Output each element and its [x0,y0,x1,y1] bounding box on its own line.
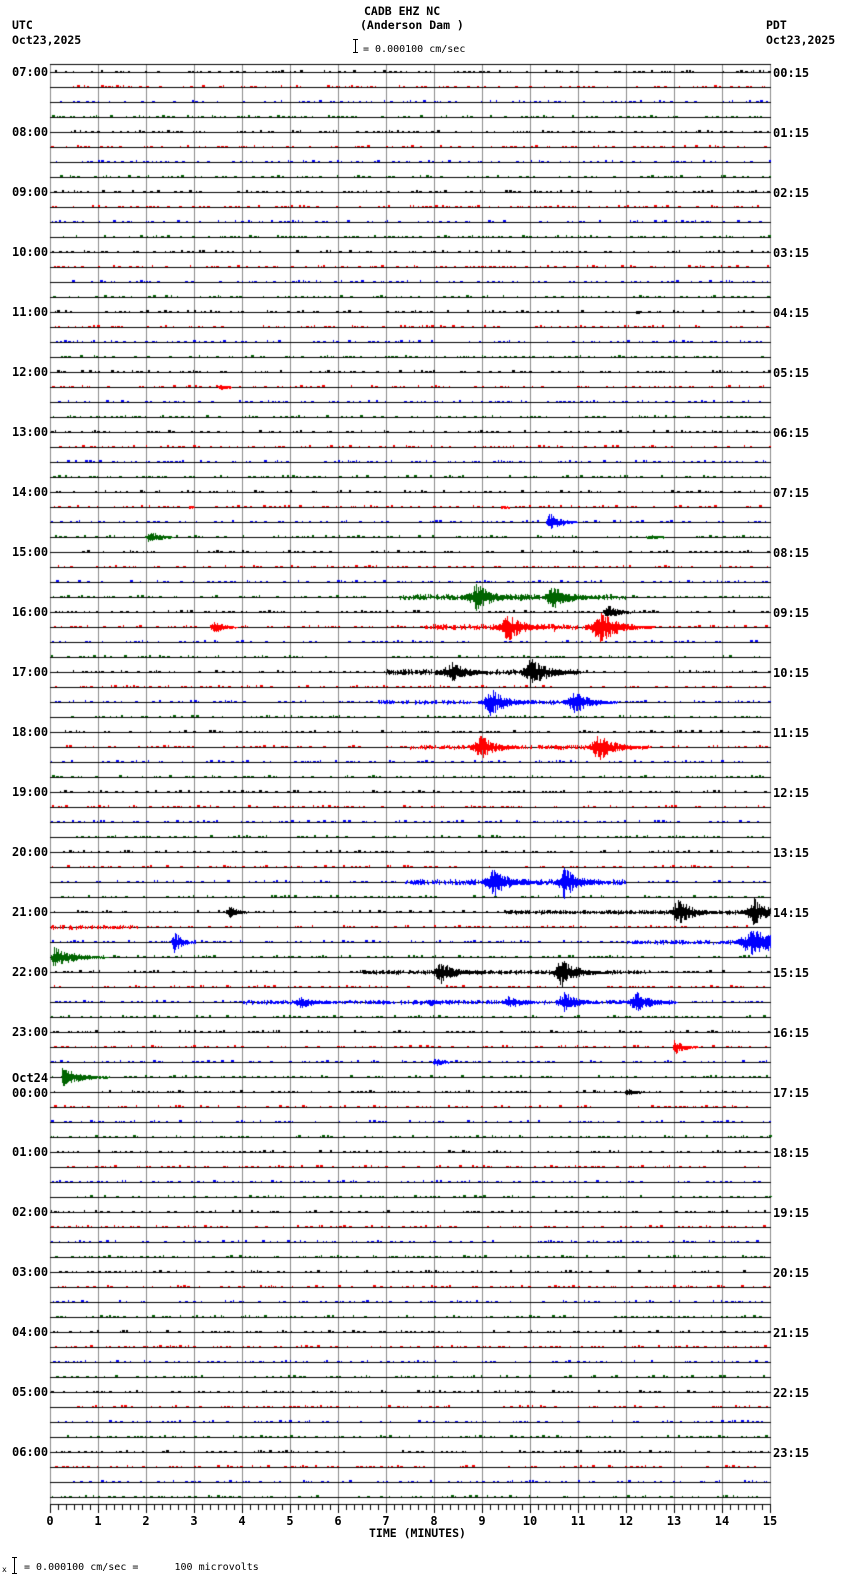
utc-hour-label: 07:00 [12,65,49,79]
pdt-hour-label: 20:15 [773,1266,810,1280]
pdt-hour-label: 06:15 [773,426,810,440]
scale-bar-icon [352,39,359,53]
x-axis-tick-label: 2 [142,1514,150,1528]
pdt-hour-label: 14:15 [773,906,810,920]
utc-hour-label: 19:00 [12,785,49,799]
x-axis-tick-label: 10 [522,1514,538,1528]
utc-hour-label: 21:00 [12,905,49,919]
pdt-hour-label: 01:15 [773,126,810,140]
x-axis-tick-label: 13 [666,1514,682,1528]
utc-hour-label: 14:00 [12,485,49,499]
utc-hour-label: 16:00 [12,605,49,619]
pdt-hour-label: 18:15 [773,1146,810,1160]
utc-hour-label: 11:00 [12,305,49,319]
x-axis-tick-label: 6 [334,1514,342,1528]
right-date: Oct23,2025 [766,33,836,47]
x-axis-tick-label: 5 [286,1514,294,1528]
utc-hour-label: 18:00 [12,725,49,739]
pdt-hour-label: 15:15 [773,966,810,980]
pdt-hour-label: 00:15 [773,66,810,80]
pdt-hour-label: 16:15 [773,1026,810,1040]
scale-text: = 0.000100 cm/sec [363,44,466,55]
utc-hour-label: 20:00 [12,845,49,859]
pdt-hour-label: 03:15 [773,246,810,260]
station-title: CADB EHZ NC [364,4,441,18]
pdt-hour-label: 19:15 [773,1206,810,1220]
pdt-hour-label: 12:15 [773,786,810,800]
footer-scale-bar-icon [11,1557,18,1574]
x-axis-tick-label: 9 [478,1514,486,1528]
pdt-hour-label: 21:15 [773,1326,810,1340]
utc-hour-label: 13:00 [12,425,49,439]
pdt-hour-label: 04:15 [773,306,810,320]
x-axis-tick-label: 1 [94,1514,102,1528]
x-axis-tick-label: 11 [570,1514,586,1528]
utc-hour-label: 23:00 [12,1025,49,1039]
utc-hour-label: 06:00 [12,1445,49,1459]
pdt-hour-label: 05:15 [773,366,810,380]
x-axis-tick-label: 0 [46,1514,54,1528]
pdt-hour-label: 09:15 [773,606,810,620]
pdt-hour-label: 10:15 [773,666,810,680]
utc-hour-label: 10:00 [12,245,49,259]
pdt-hour-label: 11:15 [773,726,810,740]
right-timezone: PDT [766,18,787,32]
utc-hour-label: 22:00 [12,965,49,979]
utc-hour-label: 09:00 [12,185,49,199]
utc-hour-label: 17:00 [12,665,49,679]
x-axis-tick-label: 14 [714,1514,730,1528]
pdt-hour-label: 23:15 [773,1446,810,1460]
x-axis-tick-label: 7 [382,1514,390,1528]
left-date: Oct23,2025 [12,33,82,47]
utc-hour-label: 01:00 [12,1145,49,1159]
utc-hour-label: 08:00 [12,125,49,139]
x-axis-title: TIME (MINUTES) [369,1526,466,1540]
utc-hour-label: 03:00 [12,1265,49,1279]
footer-prefix: x [2,1565,7,1574]
pdt-hour-label: 02:15 [773,186,810,200]
pdt-hour-label: 08:15 [773,546,810,560]
utc-hour-label: 04:00 [12,1325,49,1339]
utc-hour-label: 00:00 [12,1086,49,1100]
utc-hour-label: 12:00 [12,365,49,379]
x-axis-tick-label: 4 [238,1514,246,1528]
left-timezone: UTC [12,18,33,32]
x-axis-tick-label: 3 [190,1514,198,1528]
station-location: (Anderson Dam ) [360,18,464,32]
x-axis-tick-label: 12 [618,1514,634,1528]
footer-scale-text: = 0.000100 cm/sec = 100 microvolts [24,1562,259,1573]
date-change-label: Oct24 [12,1071,49,1085]
pdt-hour-label: 07:15 [773,486,810,500]
pdt-hour-label: 22:15 [773,1386,810,1400]
utc-hour-label: 15:00 [12,545,49,559]
pdt-hour-label: 17:15 [773,1086,810,1100]
x-axis-tick-label: 8 [430,1514,438,1528]
x-axis-tick-label: 15 [762,1514,778,1528]
utc-hour-label: 02:00 [12,1205,49,1219]
utc-hour-label: 05:00 [12,1385,49,1399]
pdt-hour-label: 13:15 [773,846,810,860]
